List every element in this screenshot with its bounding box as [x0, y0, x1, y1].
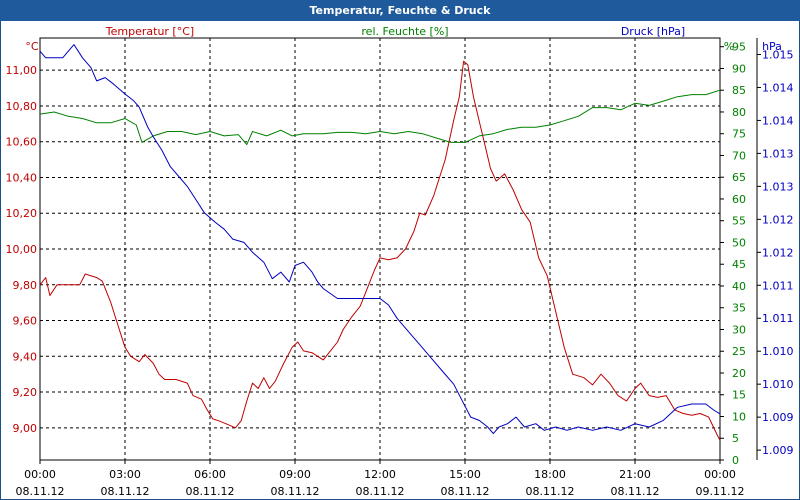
pressure-tick-label: 1.010	[762, 378, 794, 391]
x-tick-label-date: 08.11.12	[611, 485, 660, 498]
pressure-tick-label: 1.013	[762, 147, 794, 160]
pressure-series-line	[39, 44, 721, 435]
x-tick-label-time: 00:00	[24, 468, 56, 481]
x-tick-label-time: 00:00	[704, 468, 736, 481]
x-tick-label-time: 03:00	[109, 468, 141, 481]
x-tick-label-date: 08.11.12	[356, 485, 405, 498]
pressure-tick-label: 1.010	[762, 345, 794, 358]
humidity-tick-label: 45	[732, 258, 746, 271]
humidity-tick-label: 60	[732, 193, 746, 206]
pressure-tick-label: 1.013	[762, 180, 794, 193]
temperature-tick-label: 9,00	[13, 422, 38, 435]
temperature-tick-label: 9,40	[13, 350, 38, 363]
pressure-axis-title: Druck [hPa]	[621, 25, 685, 38]
humidity-tick-label: 25	[732, 345, 746, 358]
humidity-tick-label: 70	[732, 149, 746, 162]
humidity-tick-label: 30	[732, 323, 746, 336]
humidity-tick-label: 75	[732, 128, 746, 141]
humidity-tick-label: 95	[732, 41, 746, 54]
axes: 00:00 08.11.12 03:00 08.11.12 06:00 08.11.12 0…	[6, 25, 794, 498]
x-tick-label-time: 21:00	[619, 468, 651, 481]
pressure-tick-label: 1.011	[762, 312, 794, 325]
humidity-series-line	[39, 89, 721, 146]
x-tick-label-date: 08.11.12	[271, 485, 320, 498]
x-tick-label-date: 08.11.12	[16, 485, 65, 498]
pressure-tick-label: 1.014	[762, 114, 794, 127]
temperature-unit-label: °C	[25, 40, 39, 53]
x-tick-label-time: 15:00	[449, 468, 481, 481]
pressure-tick-label: 1.012	[762, 213, 794, 226]
grid	[39, 37, 721, 461]
x-tick-label-date: 08.11.12	[441, 485, 490, 498]
x-tick-label-date: 08.11.12	[526, 485, 575, 498]
temperature-tick-label: 10,00	[6, 243, 38, 256]
x-tick-label-date: 09.11.12	[696, 485, 745, 498]
x-tick-label-date: 08.11.12	[101, 485, 150, 498]
temperature-series-line	[39, 60, 721, 441]
temperature-tick-label: 10,40	[6, 171, 38, 184]
pressure-tick-label: 1.012	[762, 246, 794, 259]
temperature-tick-label: 9,20	[13, 386, 38, 399]
humidity-tick-label: 90	[732, 62, 746, 75]
pressure-tick-label: 1.014	[762, 81, 794, 94]
pressure-tick-label: 1.011	[762, 279, 794, 292]
humidity-tick-label: 80	[732, 106, 746, 119]
x-tick-label-time: 18:00	[534, 468, 566, 481]
x-tick-label-time: 12:00	[364, 468, 396, 481]
x-tick-label-time: 09:00	[279, 468, 311, 481]
pressure-tick-label: 1.009	[762, 444, 794, 457]
chart-title: Temperatur, Feuchte & Druck	[0, 0, 800, 21]
humidity-tick-label: 10	[732, 410, 746, 423]
temperature-axis-title: Temperatur [°C]	[105, 25, 194, 38]
temperature-tick-label: 10,60	[6, 136, 38, 149]
humidity-tick-label: 15	[732, 389, 746, 402]
humidity-axis-title: rel. Feuchte [%]	[361, 25, 448, 38]
pressure-tick-label: 1.015	[762, 48, 794, 61]
humidity-unit-label: %	[724, 40, 734, 53]
temperature-tick-label: 9,80	[13, 279, 38, 292]
humidity-tick-label: 20	[732, 367, 746, 380]
humidity-tick-label: 50	[732, 236, 746, 249]
humidity-tick-label: 85	[732, 84, 746, 97]
humidity-tick-label: 40	[732, 280, 746, 293]
humidity-tick-label: 0	[732, 454, 739, 467]
humidity-tick-label: 55	[732, 215, 746, 228]
x-tick-label-time: 06:00	[194, 468, 226, 481]
x-tick-label-date: 08.11.12	[186, 485, 235, 498]
temperature-tick-label: 10,80	[6, 100, 38, 113]
humidity-tick-label: 5	[732, 432, 739, 445]
series-lines	[39, 44, 721, 441]
temperature-tick-label: 9,60	[13, 315, 38, 328]
temperature-tick-label: 10,20	[6, 207, 38, 220]
pressure-unit-label: hPa	[762, 40, 782, 53]
temperature-tick-label: 11,00	[6, 64, 38, 77]
pressure-tick-label: 1.009	[762, 411, 794, 424]
humidity-tick-label: 35	[732, 302, 746, 315]
humidity-tick-label: 65	[732, 171, 746, 184]
